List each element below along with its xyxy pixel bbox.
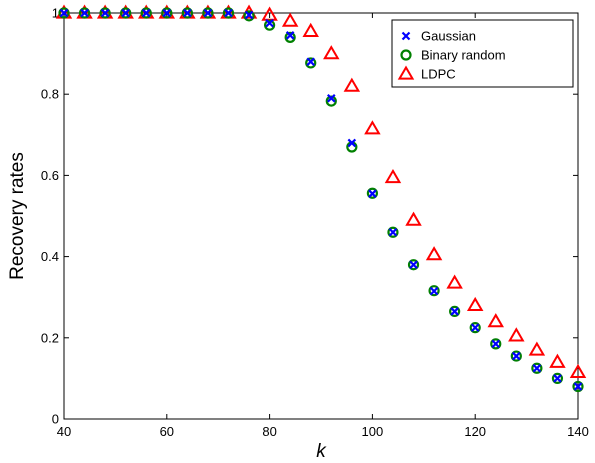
legend-label: Gaussian [421, 29, 476, 44]
data-point [285, 31, 295, 40]
data-point [569, 363, 587, 378]
y-axis-title: Recovery rates [7, 152, 28, 280]
data-point [203, 8, 213, 18]
data-point [202, 7, 214, 19]
data-point [384, 168, 402, 184]
data-point [325, 95, 337, 107]
legend-label: Binary random [421, 48, 506, 63]
data-point [553, 374, 562, 383]
data-point [510, 350, 522, 362]
data-point [531, 362, 543, 374]
data-point [532, 363, 542, 373]
x-tick-label: 60 [160, 424, 174, 439]
data-point [508, 327, 525, 342]
x-axis-title: k [316, 441, 327, 462]
legend: Gaussian Binary random LDPC [391, 19, 574, 88]
data-point [99, 7, 111, 19]
data-point [551, 372, 564, 384]
y-tick-label: 0.4 [41, 249, 59, 264]
data-point [549, 353, 566, 368]
data-point [512, 351, 521, 361]
data-marks [55, 4, 587, 393]
data-point [306, 57, 315, 66]
data-point [343, 77, 361, 92]
y-tick-label: 1 [52, 6, 59, 21]
data-point [450, 307, 459, 316]
data-point [305, 57, 317, 69]
data-point [59, 8, 69, 18]
data-point [405, 211, 422, 226]
legend-marker [400, 49, 412, 61]
y-tick-label: 0.6 [41, 168, 59, 183]
data-point [407, 259, 420, 271]
y-tick-label: 0.2 [41, 330, 59, 345]
data-point [347, 138, 357, 148]
data-point [487, 313, 504, 328]
data-point [491, 339, 501, 349]
data-point [572, 380, 584, 393]
data-point [78, 7, 91, 19]
axis-ticks: 40 60 80 100 120 140 0 0.2 0.4 0.6 0.8 1 [41, 6, 589, 440]
data-point [466, 296, 484, 311]
data-point [429, 286, 439, 296]
data-point [490, 338, 502, 350]
data-point [265, 18, 274, 28]
data-point [470, 323, 480, 332]
data-point [100, 8, 110, 18]
data-point [327, 93, 336, 103]
data-point [425, 246, 443, 261]
legend-marker [401, 31, 411, 41]
x-tick-label: 80 [262, 424, 276, 439]
data-point [573, 382, 583, 391]
data-point [302, 22, 319, 37]
data-point [222, 7, 235, 19]
data-point [244, 10, 254, 20]
data-point [162, 8, 172, 18]
x-tick-label: 120 [464, 424, 486, 439]
y-tick-label: 0.8 [41, 87, 59, 102]
data-point [120, 7, 132, 19]
data-point [121, 8, 130, 18]
data-point [141, 8, 151, 18]
legend-label: LDPC [421, 67, 456, 82]
data-point [449, 305, 461, 318]
data-point [364, 120, 381, 135]
data-point [387, 226, 399, 238]
data-point [58, 7, 70, 19]
x-tick-label: 140 [567, 424, 589, 439]
series-gaussian [59, 8, 583, 391]
data-point [409, 260, 418, 269]
data-point [264, 19, 276, 31]
data-point [80, 8, 89, 18]
data-point [140, 7, 152, 19]
data-point [281, 12, 299, 27]
data-point [388, 227, 398, 237]
data-point [243, 10, 255, 22]
x-tick-label: 40 [57, 424, 71, 439]
data-point [469, 322, 481, 334]
data-point [428, 285, 440, 297]
y-tick-label: 0 [52, 412, 59, 427]
series-binary-random [58, 7, 584, 393]
data-point [323, 45, 340, 60]
data-point [224, 8, 233, 18]
data-point [181, 7, 193, 19]
data-point [446, 274, 463, 289]
data-point [366, 187, 378, 199]
data-point [368, 189, 377, 198]
data-point [183, 8, 192, 18]
legend-box [391, 19, 574, 88]
data-point [161, 7, 173, 19]
legend-marker [397, 65, 415, 80]
data-point [284, 31, 296, 43]
data-point [528, 341, 546, 356]
x-tick-label: 100 [362, 424, 384, 439]
